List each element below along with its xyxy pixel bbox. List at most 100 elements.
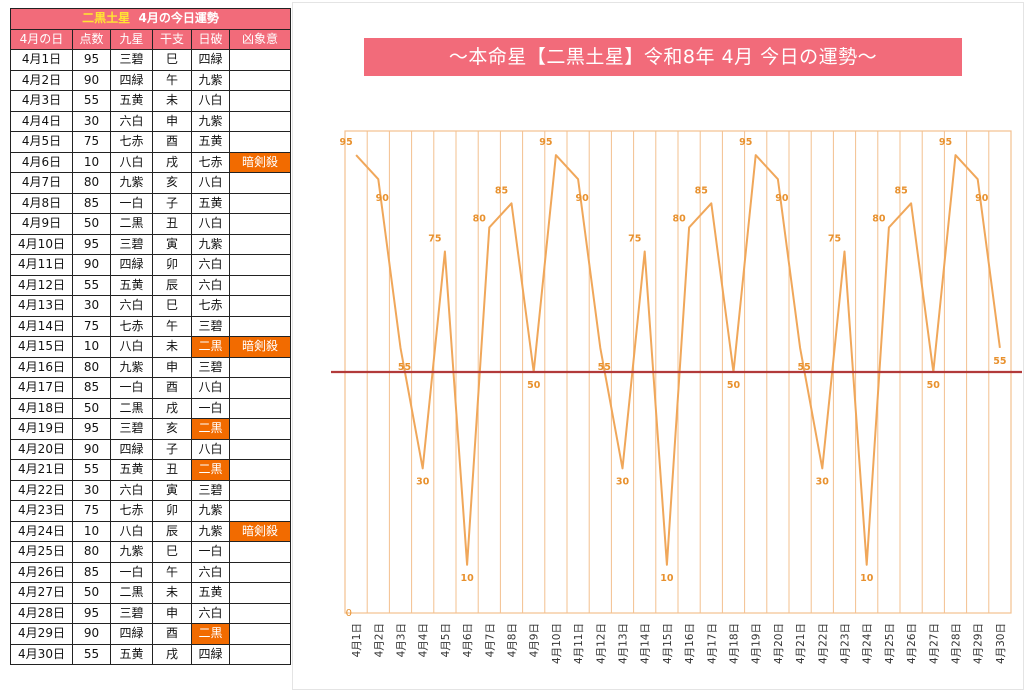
data-label: 30 [616, 476, 630, 487]
cell-nippa: 一白 [191, 541, 230, 563]
cell-date: 4月29日 [10, 623, 73, 645]
cell-score: 95 [72, 418, 111, 440]
cell-date: 4月3日 [10, 90, 73, 112]
cell-score: 75 [72, 131, 111, 153]
cell-nippa: 二黒 [191, 459, 230, 481]
cell-date: 4月18日 [10, 397, 73, 419]
cell-kyo [228, 438, 292, 460]
table-body: 4月1日 95 三碧巳四緑 4月2日 90 四緑午九紫 4月3日 55 五黄未八白 4月4日 30 六… [10, 49, 292, 665]
cell-kyo [228, 602, 292, 624]
table-row: 4月24日 10 八白辰九紫 暗剣殺 [10, 520, 292, 542]
cell-nippa: 五黄 [191, 131, 230, 153]
header-kyusei: 九星 [110, 28, 153, 50]
cell-kyusei: 二黒 [110, 582, 153, 604]
table-title-row: 二黒土星 4月の今日運勢 [9, 8, 292, 30]
table-row: 4月30日 55 五黄戌四緑 [10, 643, 292, 665]
cell-date: 4月21日 [10, 459, 73, 481]
cell-nippa: 八白 [191, 213, 230, 235]
table-row: 4月18日 50 二黒戌一白 [10, 397, 292, 419]
table-row: 4月23日 75 七赤卯九紫 [10, 500, 292, 522]
data-label: 10 [860, 573, 874, 584]
cell-date: 4月26日 [10, 561, 73, 583]
data-label: 75 [628, 234, 641, 245]
cell-kyusei: 三碧 [110, 602, 153, 624]
cell-score: 85 [72, 561, 111, 583]
data-label: 75 [828, 234, 841, 245]
x-tick-label: 4月2日 [373, 623, 385, 657]
cell-eto: 卯 [152, 500, 192, 522]
cell-kyo: 暗剣殺 [228, 336, 292, 358]
data-label: 55 [598, 362, 611, 373]
cell-kyusei: 七赤 [110, 315, 153, 337]
cell-eto: 未 [152, 582, 192, 604]
table-row: 4月29日 90 四緑酉二黒 [10, 623, 292, 645]
cell-score: 80 [72, 172, 111, 194]
fortune-table: 二黒土星 4月の今日運勢 4月の日 点数 九星 干支 日破 凶象意 4月1日 95… [9, 8, 292, 665]
data-label: 10 [460, 573, 474, 584]
table-title-text: 4月の今日運勢 [138, 11, 219, 26]
table-row: 4月27日 50 二黒未五黄 [10, 582, 292, 604]
cell-kyusei: 六白 [110, 110, 153, 132]
table-header-row: 4月の日 点数 九星 干支 日破 凶象意 [10, 28, 292, 50]
cell-date: 4月15日 [10, 336, 73, 358]
data-label: 30 [416, 476, 430, 487]
cell-date: 4月25日 [10, 541, 73, 563]
cell-score: 90 [72, 254, 111, 276]
data-label: 75 [428, 234, 441, 245]
cell-kyusei: 六白 [110, 295, 153, 317]
table-row: 4月9日 50 二黒丑八白 [10, 213, 292, 235]
cell-nippa: 六白 [191, 561, 230, 583]
cell-date: 4月17日 [10, 377, 73, 399]
data-label: 30 [816, 476, 830, 487]
data-label: 80 [473, 213, 487, 224]
cell-kyo [228, 69, 292, 91]
cell-nippa: 八白 [191, 438, 230, 460]
cell-eto: 亥 [152, 172, 192, 194]
cell-score: 30 [72, 110, 111, 132]
cell-eto: 午 [152, 315, 192, 337]
x-tick-label: 4月17日 [706, 623, 718, 664]
cell-eto: 子 [152, 438, 192, 460]
cell-date: 4月10日 [10, 233, 73, 255]
table-row: 4月1日 95 三碧巳四緑 [10, 49, 292, 71]
cell-nippa: 四緑 [191, 643, 230, 665]
table-row: 4月22日 30 六白寅三碧 [10, 479, 292, 501]
x-tick-label: 4月1日 [351, 623, 363, 657]
cell-date: 4月9日 [10, 213, 73, 235]
cell-eto: 酉 [152, 623, 192, 645]
x-tick-label: 4月10日 [551, 623, 563, 664]
cell-kyusei: 五黄 [110, 459, 153, 481]
cell-score: 10 [72, 336, 111, 358]
cell-nippa: 七赤 [191, 295, 230, 317]
cell-score: 90 [72, 69, 111, 91]
cell-kyo [228, 315, 292, 337]
cell-score: 80 [72, 356, 111, 378]
cell-kyo [228, 172, 292, 194]
table-row: 4月11日 90 四緑卯六白 [10, 254, 292, 276]
x-tick-label: 4月5日 [440, 623, 452, 657]
cell-score: 75 [72, 500, 111, 522]
cell-date: 4月16日 [10, 356, 73, 378]
fortune-line-chart: 0 95 90 55 30 75 10 80 85 50 95 90 55 30 75 10 80 85 50 95 9… [331, 130, 1022, 664]
cell-kyusei: 一白 [110, 561, 153, 583]
cell-nippa: 七赤 [191, 151, 230, 173]
cell-eto: 寅 [152, 233, 192, 255]
cell-kyusei: 八白 [110, 151, 153, 173]
cell-score: 95 [72, 602, 111, 624]
series-line [355, 154, 1001, 566]
cell-eto: 午 [152, 69, 192, 91]
x-tick-label: 4月24日 [862, 623, 874, 664]
cell-kyo [228, 213, 292, 235]
cell-kyo [228, 397, 292, 419]
cell-score: 85 [72, 377, 111, 399]
cell-kyo [228, 274, 292, 296]
cell-eto: 巳 [152, 49, 192, 71]
table-title-star: 二黒土星 [82, 11, 131, 26]
table-row: 4月12日 55 五黄辰六白 [10, 274, 292, 296]
table-row: 4月16日 80 九紫申三碧 [10, 356, 292, 378]
data-label: 95 [539, 137, 552, 148]
data-label: 95 [739, 137, 752, 148]
cell-nippa: 九紫 [191, 233, 230, 255]
table-row: 4月8日 85 一白子五黄 [10, 192, 292, 214]
cell-kyo [228, 377, 292, 399]
